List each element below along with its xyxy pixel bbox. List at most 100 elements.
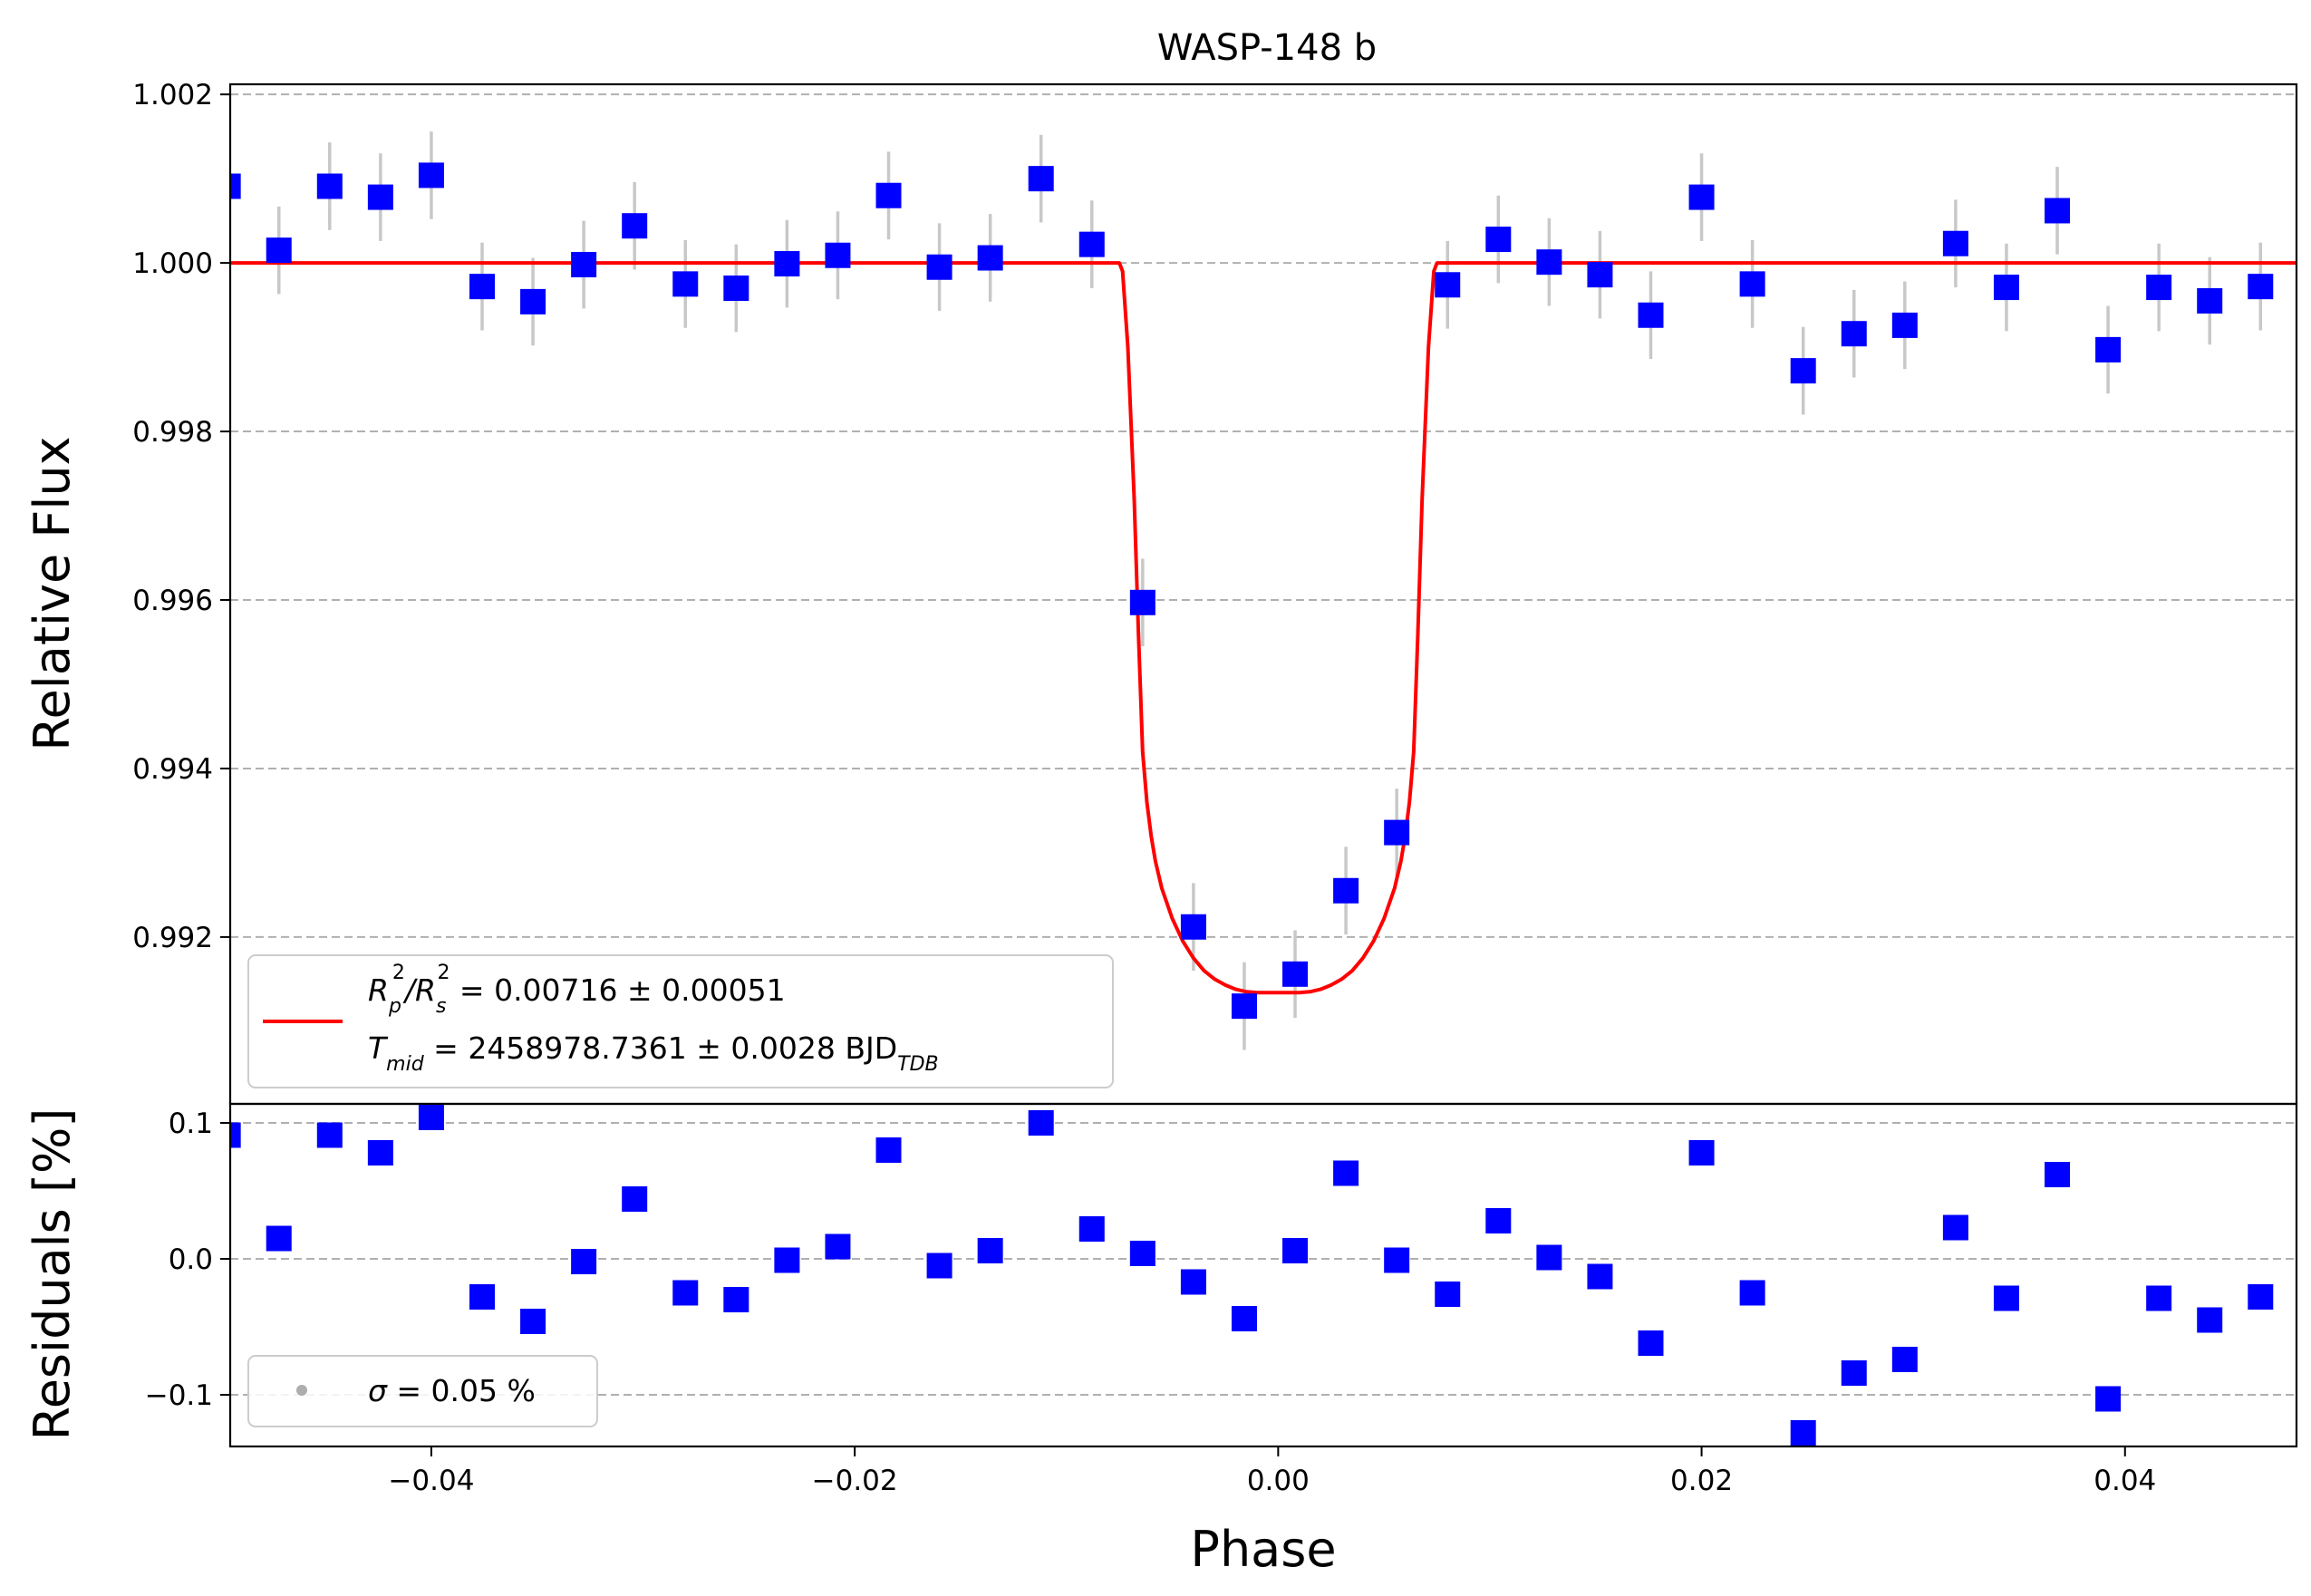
residuals-y-ticks: −0.1 0.0 0.1 [145,1108,230,1412]
data-point [875,1137,902,1163]
data-point [672,271,699,297]
main-model-curve [230,261,2296,995]
data-point [1384,819,1410,846]
data-point [2095,336,2122,363]
data-point [1282,961,1309,987]
data-point [2197,1307,2223,1333]
data-point [1485,1208,1512,1233]
main-y-ticks: 0.992 0.994 0.996 0.998 1.000 1.002 [132,79,230,954]
x-tick-label: −0.04 [388,1465,474,1497]
data-point [1638,302,1664,328]
main-legend: Rp2/Rs2 = 0.00716 ± 0.00051 Tmid = 24589… [247,954,1114,1088]
data-point [1993,275,2019,301]
data-point [571,1249,597,1274]
data-point [1536,1244,1562,1271]
data-point [1739,271,1765,297]
data-point [230,173,241,199]
data-point [367,1140,393,1166]
main-data-points [230,162,2274,1020]
data-point [2248,1284,2274,1310]
data-point [1942,230,1968,256]
residuals-legend: σ = 0.05 % [247,1355,598,1427]
y-tick-label: 0.996 [132,585,213,617]
residuals-legend-box [247,1355,598,1427]
y-tick-label: 1.000 [132,247,213,280]
data-point [2146,275,2172,301]
data-point [1129,589,1156,615]
residuals-y-axis-label: Residuals [%] [24,1108,81,1441]
main-legend-box [247,954,1114,1088]
legend-mid-time-text: Tmid = 2458978.7361 ± 0.0028 BJDTDB [368,1030,939,1076]
y-tick-label: 0.998 [132,416,213,449]
data-point [230,1122,241,1148]
data-point [1790,1420,1816,1446]
y-tick-label: 1.002 [132,79,213,111]
data-point [1435,1282,1461,1307]
residuals-x-ticks: −0.04 −0.02 0.00 0.02 0.04 [388,1446,2156,1497]
y-tick-label: 0.992 [132,922,213,954]
residuals-axes-frame [228,1102,2298,1448]
data-point [1841,321,1867,347]
data-point [418,1105,444,1130]
data-point [1435,272,1461,298]
data-point [1384,1247,1410,1273]
chart-title: WASP-148 b [1157,27,1377,69]
data-point [1993,1285,2019,1311]
data-point [2045,198,2071,224]
data-point [1028,166,1054,192]
data-point [875,182,902,208]
data-point [571,251,597,277]
main-panel: 0.992 0.994 0.996 0.998 1.000 1.002 Relative … [24,79,2298,1106]
x-tick-label: −0.02 [812,1465,898,1497]
data-point [469,1284,495,1310]
data-point [1790,358,1816,384]
x-axis-label: Phase [1190,1521,1336,1578]
data-point [418,162,444,189]
data-point [977,1238,1003,1263]
data-point [1129,1241,1156,1266]
data-point [2146,1285,2172,1311]
data-point [2095,1386,2122,1412]
x-tick-label: 0.00 [1247,1465,1310,1497]
y-tick-label: −0.1 [145,1379,213,1412]
residuals-panel: −0.1 0.0 0.1 −0.04 −0.02 0.00 0.02 0.04 Residu… [24,1102,2298,1578]
data-point [1078,1216,1105,1242]
y-tick-label: 0.994 [132,753,213,786]
data-point [774,1247,800,1273]
data-point [1587,1263,1613,1290]
data-point [723,276,749,301]
data-point [1942,1214,1968,1241]
data-point [1333,877,1359,904]
legend-sigma-text: σ = 0.05 % [368,1373,536,1408]
y-tick-label: 0.0 [169,1243,213,1276]
x-tick-label: 0.04 [2093,1465,2156,1497]
data-point [316,173,343,199]
data-point [723,1287,749,1312]
residuals-data-points [230,1105,2274,1446]
data-point [2248,274,2274,300]
data-point [1841,1360,1867,1386]
data-point [316,1122,343,1148]
data-point [1485,227,1512,253]
data-point [1688,1140,1715,1166]
data-point [622,213,648,239]
data-point [1078,231,1105,257]
main-y-axis-label: Relative Flux [24,436,81,750]
data-point [469,274,495,300]
data-point [977,245,1003,271]
data-point [1028,1110,1054,1136]
data-point [1333,1160,1359,1186]
data-point [774,251,800,277]
data-point [520,1309,546,1334]
data-point [1739,1280,1765,1306]
data-point [520,288,546,314]
data-point [1282,1238,1309,1263]
data-point [622,1186,648,1212]
data-point [2045,1162,2071,1187]
data-point [926,1253,952,1279]
data-point [1180,914,1206,940]
data-point [266,237,292,264]
data-point [926,254,952,280]
transit-model-line [230,261,2296,995]
